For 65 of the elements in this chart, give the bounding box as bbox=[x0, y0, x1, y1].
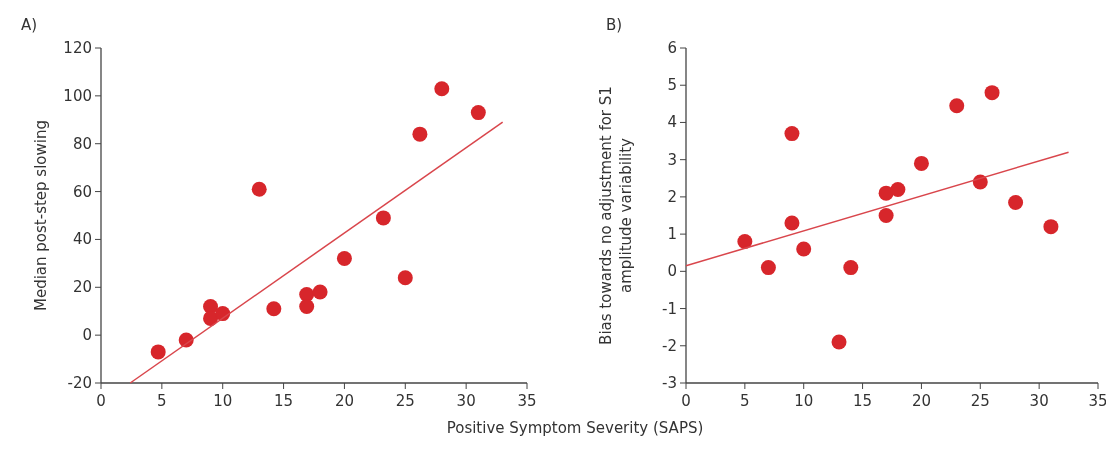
point bbox=[434, 81, 450, 97]
x-tick-label: 15 bbox=[853, 392, 873, 410]
x-tick-label: 10 bbox=[794, 392, 814, 410]
y-tick-label: 0 bbox=[82, 326, 92, 345]
point bbox=[878, 208, 894, 223]
point bbox=[470, 105, 486, 121]
y-tick-label: 0 bbox=[667, 262, 677, 281]
x-tick-label: 35 bbox=[517, 392, 537, 410]
y-axis-title: Median post-step slowing bbox=[32, 120, 50, 311]
y-tick-label: 60 bbox=[72, 182, 92, 201]
point bbox=[890, 181, 906, 197]
point bbox=[375, 210, 391, 226]
point bbox=[913, 155, 929, 171]
y-tick-label: -20 bbox=[67, 374, 92, 392]
x-tick-label: 25 bbox=[970, 392, 990, 410]
point bbox=[412, 126, 428, 142]
y-tick-label: 40 bbox=[72, 230, 92, 249]
point bbox=[737, 234, 753, 250]
point bbox=[336, 251, 352, 267]
chart-title: B) bbox=[606, 16, 623, 34]
y-tick-label: 100 bbox=[63, 86, 92, 105]
point bbox=[784, 215, 800, 231]
x-tick-label: 30 bbox=[1029, 392, 1049, 410]
point bbox=[299, 298, 315, 314]
point bbox=[1008, 194, 1024, 210]
point bbox=[843, 260, 859, 276]
x-tick-label: 20 bbox=[911, 392, 931, 410]
point bbox=[796, 241, 812, 257]
point bbox=[266, 301, 282, 317]
y-tick-label: 3 bbox=[667, 150, 677, 169]
x-tick-label: 5 bbox=[740, 392, 750, 410]
point bbox=[251, 181, 267, 197]
x-tick-label: 35 bbox=[1088, 392, 1108, 410]
y-tick-label: 6 bbox=[667, 39, 677, 57]
x-tick-label: 25 bbox=[395, 392, 415, 410]
x-tick-label: 30 bbox=[456, 392, 476, 410]
point bbox=[984, 85, 1000, 101]
y-tick-label: 20 bbox=[72, 278, 92, 297]
x-axis-title: Positive Symptom Severity (SAPS) bbox=[446, 419, 704, 437]
y-tick-label: 5 bbox=[667, 76, 677, 95]
point bbox=[949, 98, 965, 114]
y-axis-title: Bias towards no adjustment for S1 amplitude variability bbox=[597, 86, 635, 345]
point bbox=[150, 344, 166, 360]
x-tick-label: 0 bbox=[681, 392, 691, 410]
y-tick-label: 4 bbox=[667, 113, 677, 132]
y-tick-label: 120 bbox=[63, 39, 92, 57]
x-tick-label: 20 bbox=[334, 392, 354, 410]
y-tick-label: 1 bbox=[667, 225, 677, 244]
point bbox=[878, 185, 894, 201]
point bbox=[760, 260, 776, 276]
point bbox=[397, 270, 413, 286]
y-tick-label: 2 bbox=[667, 187, 677, 206]
y-tick-label: -3 bbox=[662, 374, 677, 392]
point bbox=[312, 284, 328, 300]
point bbox=[1043, 219, 1059, 235]
y-tick-label: -1 bbox=[662, 299, 677, 318]
point bbox=[831, 334, 847, 350]
point bbox=[784, 126, 800, 142]
x-tick-label: 10 bbox=[213, 392, 233, 410]
chart-title: A) bbox=[21, 16, 38, 34]
y-tick-label: 80 bbox=[72, 134, 92, 153]
y-tick-label: -2 bbox=[662, 336, 677, 355]
x-tick-label: 5 bbox=[157, 392, 167, 410]
x-tick-label: 15 bbox=[274, 392, 294, 410]
x-tick-label: 0 bbox=[96, 392, 106, 410]
